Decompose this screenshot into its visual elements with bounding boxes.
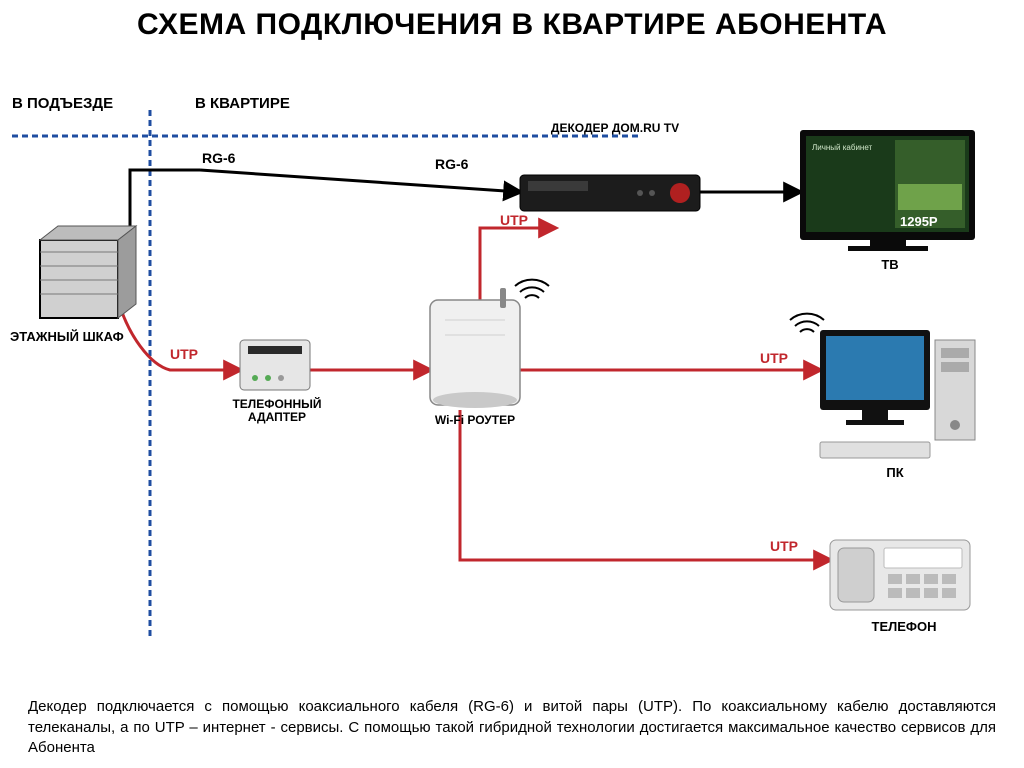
cable-label-rg6-1: RG-6 (202, 150, 235, 166)
cable-label-utp-3: UTP (760, 350, 788, 366)
tv-screen-header: Личный кабинет (812, 143, 873, 152)
label-decoder: ДЕКОДЕР ДОМ.RU TV (540, 122, 690, 135)
diagram-canvas: СХЕМА ПОДКЛЮЧЕНИЯ В КВАРТИРЕ АБОНЕНТА В … (0, 0, 1024, 768)
wiring-svg: Личный кабинет 1295Р (0, 0, 1024, 768)
device-phone (830, 540, 970, 610)
wifi-icon-pc (790, 314, 824, 332)
device-router (430, 288, 520, 408)
description-text: Декодер подключается с помощью коаксиаль… (28, 697, 996, 758)
tv-screen-price: 1295Р (900, 214, 938, 229)
cable-label-rg6-2: RG-6 (435, 156, 468, 172)
cable-label-utp-2: UTP (500, 212, 528, 228)
wifi-icon-router (515, 280, 549, 298)
label-phone: ТЕЛЕФОН (854, 620, 954, 634)
cable-label-utp-1: UTP (170, 346, 198, 362)
label-tv: ТВ (865, 258, 915, 272)
cable-utp-router-decoder (480, 228, 555, 300)
label-pc: ПК (870, 466, 920, 480)
device-tv: Личный кабинет 1295Р (800, 130, 975, 251)
cable-label-utp-4: UTP (770, 538, 798, 554)
cable-rg6-to-decoder (200, 170, 520, 192)
device-decoder (520, 175, 700, 211)
device-cabinet (40, 226, 136, 318)
label-router: Wi-Fi РОУТЕР (420, 414, 530, 427)
label-phone-adapter: ТЕЛЕФОННЫЙ АДАПТЕР (212, 398, 342, 424)
device-phone-adapter (240, 340, 310, 390)
device-pc (820, 330, 975, 458)
label-cabinet: ЭТАЖНЫЙ ШКАФ (10, 330, 140, 344)
